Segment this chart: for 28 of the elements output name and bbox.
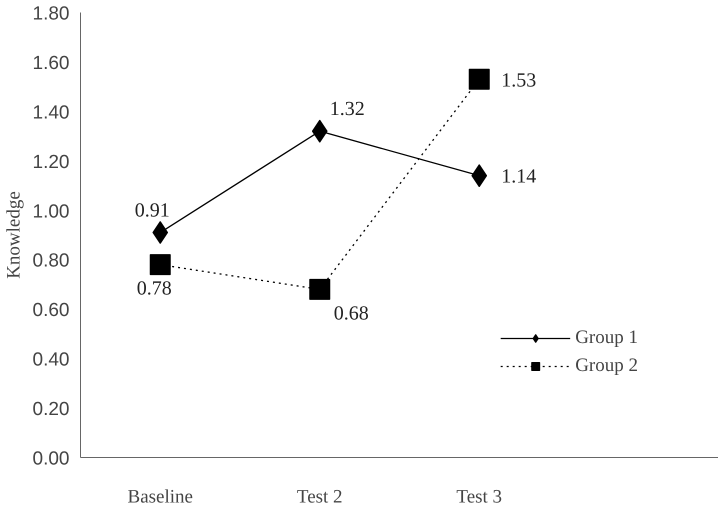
point xyxy=(468,68,490,90)
data-label: 0.78 xyxy=(136,278,172,300)
legend-label: Group 2 xyxy=(575,355,638,377)
y-tick-label: 0.80 xyxy=(32,250,70,272)
point xyxy=(471,164,488,188)
y-tick-label: 0.20 xyxy=(32,399,70,420)
data-label: 0.91 xyxy=(134,200,170,222)
legend-label: Group 1 xyxy=(575,327,638,349)
point xyxy=(152,221,168,244)
data-label: 1.53 xyxy=(501,69,536,92)
point xyxy=(309,278,330,300)
x-tick-label: Baseline xyxy=(128,486,193,508)
x-tick-label: Test 3 xyxy=(456,486,502,508)
point xyxy=(312,120,328,143)
data-label: 1.14 xyxy=(501,166,536,188)
data-label: 0.68 xyxy=(334,302,369,324)
y-tick-label: 0.00 xyxy=(32,448,70,470)
y-tick-label: 1.20 xyxy=(32,152,70,173)
x-tick-label: Test 2 xyxy=(296,486,343,508)
y-tick-label: 1.00 xyxy=(32,201,70,222)
y-axis-title: Knowledge xyxy=(4,191,25,279)
y-tick-label: 0.40 xyxy=(32,350,70,371)
y-tick-label: 1.60 xyxy=(32,52,70,74)
y-tick-label: 1.80 xyxy=(32,4,70,24)
y-tick-label: 1.40 xyxy=(32,102,70,124)
data-label: 1.32 xyxy=(330,98,365,120)
y-tick-label: 0.60 xyxy=(32,300,70,322)
point xyxy=(150,254,171,276)
